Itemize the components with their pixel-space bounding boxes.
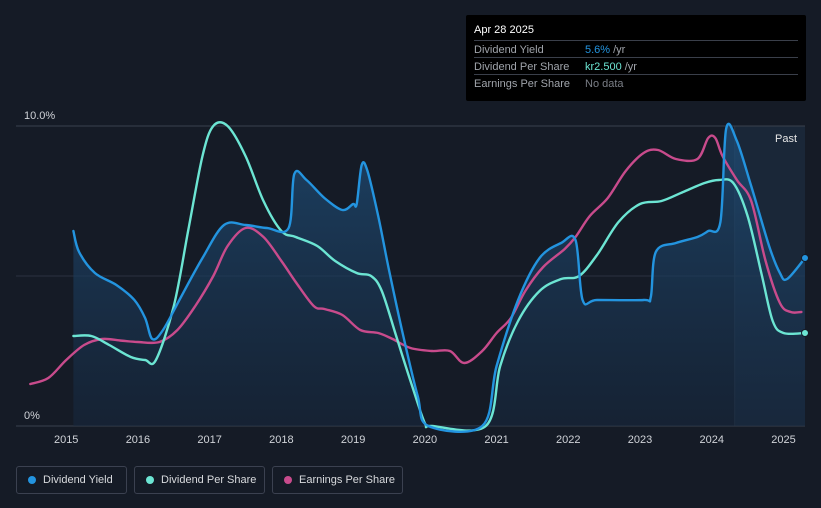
series-end-point-dividend-yield bbox=[801, 254, 809, 262]
legend-label: Earnings Per Share bbox=[299, 474, 395, 486]
x-tick-label: 2019 bbox=[341, 434, 365, 446]
x-tick-label: 2020 bbox=[413, 434, 437, 446]
tooltip-label: Earnings Per Share bbox=[474, 78, 570, 90]
y-tick-label: 10.0% bbox=[24, 110, 55, 122]
legend-item-dividend-yield[interactable]: Dividend Yield bbox=[16, 466, 127, 494]
x-tick-label: 2017 bbox=[197, 434, 221, 446]
tooltip-label: Dividend Per Share bbox=[474, 61, 570, 73]
legend-item-dividend-per-share[interactable]: Dividend Per Share bbox=[134, 466, 265, 494]
series-line-dividend-per-share bbox=[72, 121, 807, 432]
past-label: Past bbox=[775, 133, 797, 145]
x-tick-label: 2016 bbox=[126, 434, 150, 446]
legend-item-earnings-per-share[interactable]: Earnings Per Share bbox=[272, 466, 403, 494]
tooltip-value: No data bbox=[585, 78, 624, 90]
tooltip-row-dividend-per-share: Dividend Per Share kr2.500/yr bbox=[474, 57, 798, 75]
legend-dot-icon bbox=[146, 476, 154, 484]
series-area-dividend-yield bbox=[73, 123, 805, 432]
tooltip-label: Dividend Yield bbox=[474, 44, 544, 56]
y-tick-label: 0% bbox=[24, 410, 40, 422]
series-line-dividend-yield bbox=[72, 122, 807, 433]
x-tick-label: 2022 bbox=[556, 434, 580, 446]
tooltip-value: kr2.500/yr bbox=[585, 61, 637, 73]
legend-dot-icon bbox=[28, 476, 36, 484]
x-tick-label: 2025 bbox=[771, 434, 795, 446]
tooltip-value: 5.6%/yr bbox=[585, 44, 626, 56]
chart-tooltip: Apr 28 2025 Dividend Yield 5.6%/yr Divid… bbox=[466, 15, 806, 101]
legend-label: Dividend Yield bbox=[43, 474, 113, 486]
legend-label: Dividend Per Share bbox=[161, 474, 257, 486]
legend-dot-icon bbox=[284, 476, 292, 484]
x-tick-label: 2024 bbox=[700, 434, 724, 446]
tooltip-row-earnings-per-share: Earnings Per Share No data bbox=[474, 74, 798, 92]
tooltip-date: Apr 28 2025 bbox=[474, 24, 534, 36]
x-tick-label: 2018 bbox=[269, 434, 293, 446]
series-line-earnings-per-share bbox=[29, 134, 803, 386]
x-tick-label: 2023 bbox=[628, 434, 652, 446]
series-end-point-dividend-per-share bbox=[801, 329, 809, 337]
x-tick-label: 2015 bbox=[54, 434, 78, 446]
x-tick-label: 2021 bbox=[484, 434, 508, 446]
tooltip-row-dividend-yield: Dividend Yield 5.6%/yr bbox=[474, 40, 798, 58]
